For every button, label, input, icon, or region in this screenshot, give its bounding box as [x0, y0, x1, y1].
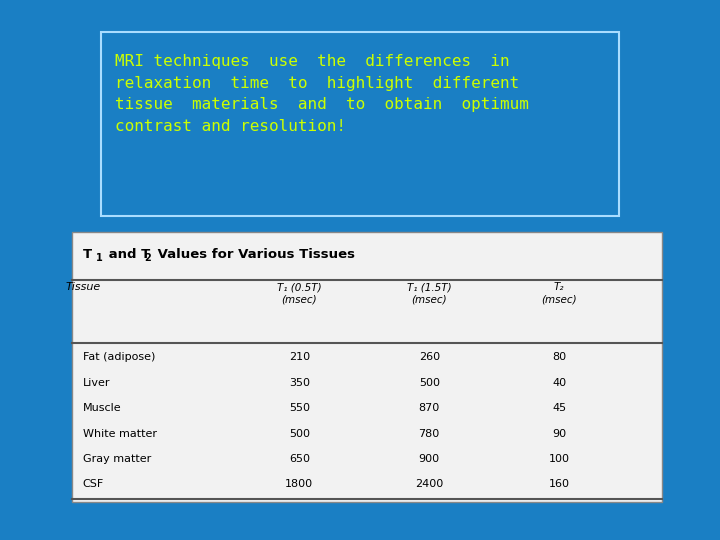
Text: Tissue: Tissue — [66, 282, 100, 293]
Text: T₁ (0.5T)
(msec): T₁ (0.5T) (msec) — [277, 282, 322, 305]
Text: 350: 350 — [289, 378, 310, 388]
Text: 900: 900 — [418, 454, 440, 464]
Text: 100: 100 — [549, 454, 570, 464]
Text: 40: 40 — [552, 378, 566, 388]
Text: White matter: White matter — [83, 429, 157, 438]
Text: Values for Various Tissues: Values for Various Tissues — [153, 248, 356, 261]
Text: 500: 500 — [419, 378, 440, 388]
Text: 210: 210 — [289, 353, 310, 362]
Text: 2400: 2400 — [415, 480, 444, 489]
Text: T: T — [83, 248, 92, 261]
Text: 550: 550 — [289, 403, 310, 413]
Text: 650: 650 — [289, 454, 310, 464]
Text: 80: 80 — [552, 353, 566, 362]
Text: and T: and T — [104, 248, 150, 261]
Text: Liver: Liver — [83, 378, 110, 388]
Text: 2: 2 — [144, 253, 150, 264]
Text: 45: 45 — [552, 403, 566, 413]
FancyBboxPatch shape — [72, 232, 662, 502]
Text: 780: 780 — [418, 429, 440, 438]
Text: T₂
(msec): T₂ (msec) — [541, 282, 577, 305]
Text: 1: 1 — [96, 253, 102, 264]
Text: 870: 870 — [418, 403, 440, 413]
Text: MRI techniques  use  the  differences  in
relaxation  time  to  highlight  diffe: MRI techniques use the differences in re… — [115, 54, 529, 134]
Text: 1800: 1800 — [285, 480, 313, 489]
Text: T₁ (1.5T)
(msec): T₁ (1.5T) (msec) — [407, 282, 451, 305]
Text: CSF: CSF — [83, 480, 104, 489]
Text: Muscle: Muscle — [83, 403, 122, 413]
Text: 500: 500 — [289, 429, 310, 438]
Text: Fat (adipose): Fat (adipose) — [83, 353, 156, 362]
Text: 160: 160 — [549, 480, 570, 489]
Text: 90: 90 — [552, 429, 566, 438]
Text: 260: 260 — [418, 353, 440, 362]
FancyBboxPatch shape — [101, 32, 619, 216]
Text: Gray matter: Gray matter — [83, 454, 151, 464]
